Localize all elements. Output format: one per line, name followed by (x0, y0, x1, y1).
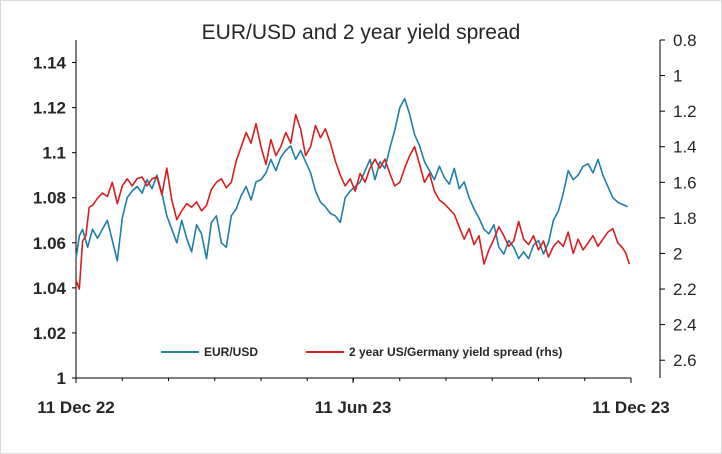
legend-label-eurusd: EUR/USD (204, 345, 258, 359)
left-tick-label: 1.14 (33, 54, 67, 73)
left-tick-label: 1.04 (33, 279, 67, 298)
x-tick-label: 11 Dec 23 (592, 398, 670, 417)
right-tick-label: 2 (673, 244, 682, 263)
right-tick-label: 1.8 (673, 209, 697, 228)
left-tick-label: 1.1 (42, 144, 66, 163)
right-tick-label: 2.6 (673, 351, 697, 370)
legend-label-spread: 2 year US/Germany yield spread (rhs) (349, 345, 562, 359)
left-tick-label: 1.12 (33, 99, 66, 118)
left-tick-label: 1.08 (33, 189, 66, 208)
left-tick-label: 1.02 (33, 324, 66, 343)
right-tick-label: 1.4 (673, 138, 697, 157)
right-tick-label: 1 (673, 67, 682, 86)
right-tick-label: 1.2 (673, 102, 697, 121)
right-tick-label: 0.8 (673, 31, 697, 50)
series-layer (75, 97, 631, 290)
right-tick-label: 2.4 (673, 316, 697, 335)
x-tick-label: 11 Dec 22 (37, 398, 115, 417)
axes: 1 1.02 1.04 1.06 1.08 1.1 1.12 1.14 0.8 1 1.2 1.4 1.… (33, 31, 697, 417)
left-tick-label: 1 (57, 369, 66, 388)
series-line-eurusd (75, 97, 629, 262)
series-line-spread (75, 113, 631, 290)
left-tick-label: 1.06 (33, 234, 66, 253)
legend: EUR/USD 2 year US/Germany yield spread (… (161, 345, 562, 359)
right-tick-label: 2.2 (673, 280, 697, 299)
x-tick-label: 11 Jun 23 (315, 398, 392, 417)
right-tick-label: 1.6 (673, 173, 697, 192)
chart-title: EUR/USD and 2 year yield spread (202, 21, 521, 44)
